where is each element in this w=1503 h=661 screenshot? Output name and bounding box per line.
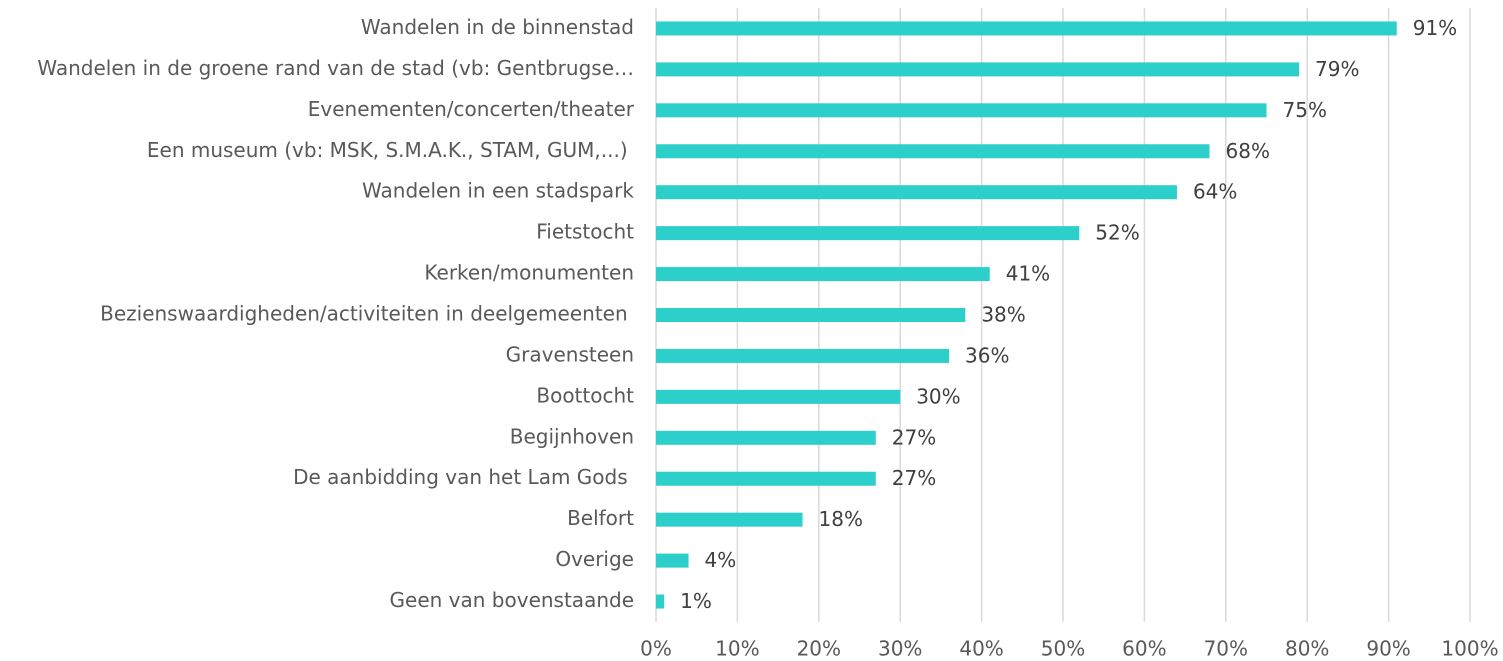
data-label: 27% xyxy=(892,466,936,490)
bar xyxy=(656,348,950,363)
bar xyxy=(656,21,1397,36)
data-label: 68% xyxy=(1226,139,1270,163)
bar xyxy=(656,308,966,322)
bar xyxy=(656,267,990,282)
x-tick-label: 60% xyxy=(1122,637,1166,661)
data-label: 1% xyxy=(680,589,712,613)
x-tick-label: 40% xyxy=(959,637,1003,661)
y-tick-label: Wandelen in de binnenstad xyxy=(361,15,634,39)
data-label: 18% xyxy=(819,507,863,531)
y-tick-label: Overige xyxy=(555,547,634,571)
y-tick-label: Een museum (vb: MSK, S.M.A.K., STAM, GUM… xyxy=(147,138,634,162)
x-tick-label: 20% xyxy=(797,637,841,661)
data-label: 52% xyxy=(1095,221,1139,245)
x-tick-label: 70% xyxy=(1204,637,1248,661)
bar xyxy=(656,430,876,445)
x-tick-label: 90% xyxy=(1366,637,1410,661)
y-tick-label: Belfort xyxy=(567,506,634,530)
data-label: 75% xyxy=(1283,98,1327,122)
data-label: 27% xyxy=(892,425,936,449)
data-label: 36% xyxy=(965,343,1009,367)
bar xyxy=(656,512,803,527)
y-tick-label: Fietstocht xyxy=(536,220,634,244)
x-tick-label: 0% xyxy=(640,637,672,661)
bar xyxy=(656,226,1080,241)
x-tick-label: 10% xyxy=(715,637,759,661)
bar xyxy=(656,594,665,609)
y-tick-label: Boottocht xyxy=(536,383,634,407)
y-tick-label: Wandelen in een stadspark xyxy=(362,179,634,203)
bar xyxy=(656,144,1210,159)
data-label: 4% xyxy=(705,548,737,572)
data-label: 91% xyxy=(1413,16,1457,40)
y-tick-label: Bezienswaardigheden/activiteiten in deel… xyxy=(100,302,634,326)
x-tick-label: 50% xyxy=(1041,637,1085,661)
bar xyxy=(656,553,689,568)
bar xyxy=(656,389,901,404)
y-tick-label: Kerken/monumenten xyxy=(424,261,634,285)
y-tick-label: Wandelen in de groene rand van de stad (… xyxy=(37,56,634,80)
data-label: 79% xyxy=(1315,57,1359,81)
x-tick-label: 30% xyxy=(878,637,922,661)
y-tick-label: Geen van bovenstaande xyxy=(390,588,634,612)
y-tick-label: Begijnhoven xyxy=(510,424,634,448)
y-tick-label: Gravensteen xyxy=(506,342,634,366)
bar xyxy=(656,62,1300,77)
y-tick-label: De aanbidding van het Lam Gods xyxy=(293,465,634,489)
bar xyxy=(656,185,1177,200)
y-tick-label: Evenementen/concerten/theater xyxy=(308,97,635,121)
data-label: 30% xyxy=(916,384,960,408)
x-tick-label: 100% xyxy=(1441,637,1498,661)
x-tick-label: 80% xyxy=(1285,637,1329,661)
bar xyxy=(656,103,1267,118)
data-label: 64% xyxy=(1193,180,1237,204)
bar xyxy=(656,471,876,486)
data-label: 41% xyxy=(1006,262,1050,286)
data-label: 38% xyxy=(981,303,1025,327)
